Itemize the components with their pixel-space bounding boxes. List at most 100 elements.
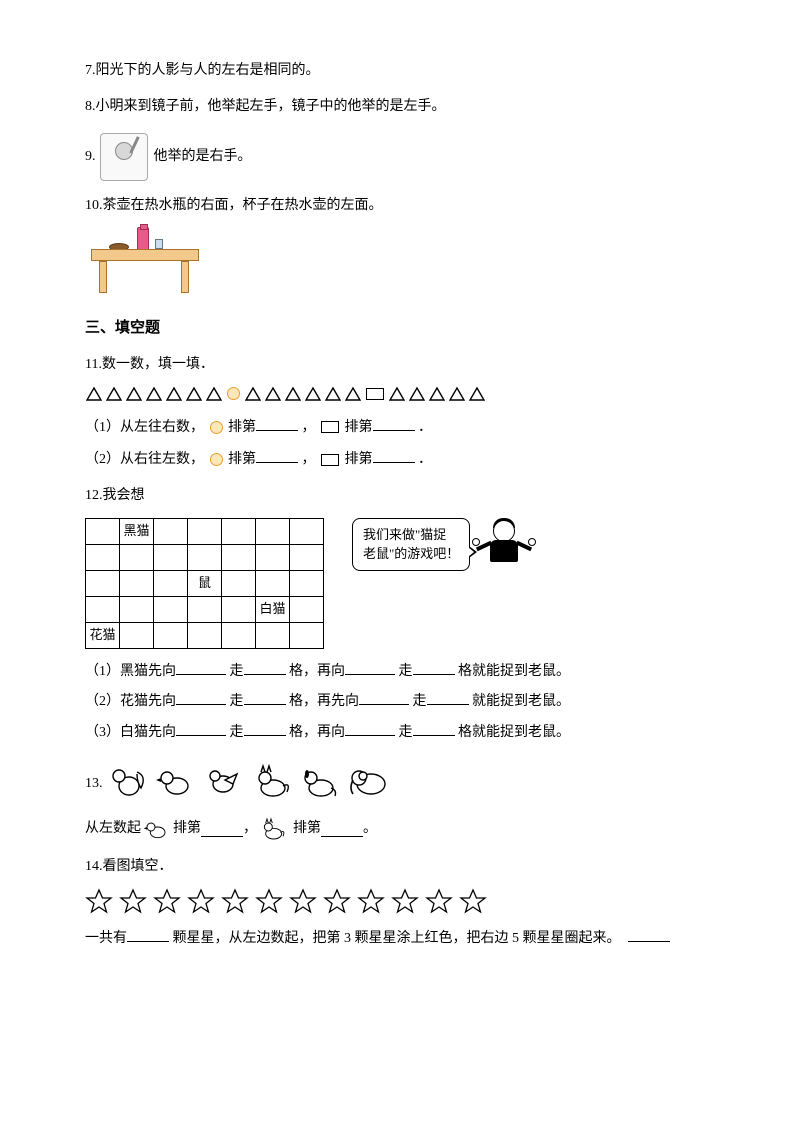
triangle-icon (146, 387, 162, 401)
t: 走 (230, 664, 244, 679)
q7-num: 7. (85, 63, 96, 78)
blank[interactable] (359, 689, 409, 705)
star-icon (85, 888, 113, 916)
cat-icon (251, 762, 293, 800)
question-8: 8.小明来到镜子前，他举起左手，镜子中的他举的是左手。 (85, 96, 709, 118)
t: 。 (363, 818, 377, 840)
q14-line: 一共有 颗星星，从左边数起，把第 3 颗星星涂上红色，把右边 5 颗星星圈起来。 (85, 926, 709, 950)
q10-text: 茶壶在热水瓶的右面，杯子在热水壶的左面。 (103, 198, 383, 213)
cat-icon (259, 816, 287, 842)
triangle-icon (429, 387, 445, 401)
triangle-icon (245, 387, 261, 401)
q12-num: 12. (85, 488, 103, 503)
section-3-title: 三、填空题 (85, 316, 709, 340)
triangle-icon (86, 387, 102, 401)
q11-sub2-a: （2）从右往左数， (85, 452, 204, 467)
q8-num: 8. (85, 99, 96, 114)
q12-grid-wrap: 黑猫鼠白猫花猫 我们来做"猫捉 老鼠"的游戏吧！ (85, 518, 709, 649)
rect-icon (321, 454, 339, 466)
grid-cell (188, 622, 222, 648)
person-raising-hand-icon (100, 133, 148, 181)
blank[interactable] (176, 720, 226, 736)
bird-icon (203, 762, 245, 800)
grid-cell (256, 570, 290, 596)
bubble-line1: 我们来做"猫捉 (363, 525, 459, 545)
triangle-icon (166, 387, 182, 401)
blank[interactable] (201, 821, 243, 837)
triangle-icon (285, 387, 301, 401)
dog-icon (299, 762, 341, 800)
t: ， (243, 818, 257, 840)
table-top (91, 249, 199, 261)
blank[interactable] (373, 447, 415, 463)
blank[interactable] (345, 659, 395, 675)
q12-sub2: （2）花猫先向 走 格，再先向 走 就能捉到老鼠。 (85, 689, 709, 713)
grid-cell: 黑猫 (120, 518, 154, 544)
t: 走 (413, 694, 427, 709)
grid-cell (120, 570, 154, 596)
q11-sub1-b: 排第 (228, 420, 256, 435)
grid-cell (188, 596, 222, 622)
blank[interactable] (373, 415, 415, 431)
grid-cell (256, 544, 290, 570)
q11-sub2-b: 排第 (228, 452, 256, 467)
table-with-items-icon (85, 223, 205, 298)
star-icon (153, 888, 181, 916)
q13-animal-row (107, 762, 389, 800)
question-11: 11.数一数，填一填． （1）从左往右数， 排第 ， 排第 ． （2）从右往左数… (85, 354, 709, 471)
question-13: 13. 从左数起 排第 ， 排第 。 (85, 758, 709, 842)
star-icon (119, 888, 147, 916)
star-icon (391, 888, 419, 916)
grid-cell (86, 518, 120, 544)
grid-cell (86, 544, 120, 570)
blank[interactable] (256, 447, 298, 463)
q9-text: 他举的是右手。 (154, 146, 252, 168)
blank[interactable] (427, 689, 469, 705)
blank[interactable] (176, 689, 226, 705)
star-icon (357, 888, 385, 916)
q9-num: 9. (85, 146, 96, 168)
grid-cell (188, 544, 222, 570)
circle-icon (227, 387, 240, 400)
duck-icon (155, 762, 197, 800)
grid-cell (120, 596, 154, 622)
blank[interactable] (345, 720, 395, 736)
q11-text: 数一数，填一填． (102, 357, 214, 372)
star-icon (221, 888, 249, 916)
t: 走 (230, 694, 244, 709)
grid-cell (222, 622, 256, 648)
blank[interactable] (413, 720, 455, 736)
grid-cell (154, 544, 188, 570)
t: 排第 (173, 818, 201, 840)
triangle-icon (106, 387, 122, 401)
t: 就能捉到老鼠。 (472, 694, 570, 709)
blank[interactable] (127, 926, 169, 942)
q11-sub2-e: ． (418, 452, 432, 467)
star-icon (425, 888, 453, 916)
blank[interactable] (244, 659, 286, 675)
t: 一共有 (85, 931, 127, 946)
t: 格，再先向 (289, 694, 359, 709)
triangle-icon (325, 387, 341, 401)
q11-num: 11. (85, 357, 102, 372)
blank[interactable] (244, 720, 286, 736)
blank[interactable] (628, 926, 670, 942)
blank[interactable] (244, 689, 286, 705)
grid-cell (222, 596, 256, 622)
grid-cell (290, 622, 324, 648)
blank[interactable] (321, 821, 363, 837)
blank[interactable] (256, 415, 298, 431)
cup-icon (155, 239, 163, 249)
grid-cell (256, 518, 290, 544)
q12-grid: 黑猫鼠白猫花猫 (85, 518, 324, 649)
q11-sub1-c: ， (302, 420, 316, 435)
blank[interactable] (176, 659, 226, 675)
t: 格就能捉到老鼠。 (458, 725, 570, 740)
blank[interactable] (413, 659, 455, 675)
t: 格就能捉到老鼠。 (458, 664, 570, 679)
q12-sub3: （3）白猫先向 走 格，再向 走 格就能捉到老鼠。 (85, 720, 709, 744)
grid-cell (154, 622, 188, 648)
triangle-icon (305, 387, 321, 401)
question-14: 14.看图填空． 一共有 颗星星，从左边数起，把第 3 颗星星涂上红色，把右边 … (85, 856, 709, 951)
q12-bubble-scene: 我们来做"猫捉 老鼠"的游戏吧！ (352, 518, 530, 576)
